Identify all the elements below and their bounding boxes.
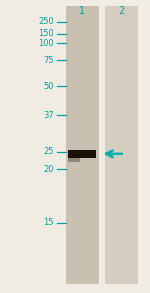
Text: 50: 50 (44, 82, 54, 91)
Text: 37: 37 (43, 111, 54, 120)
Text: 100: 100 (38, 39, 54, 48)
Bar (68, 158, 80, 162)
Text: 150: 150 (38, 29, 54, 38)
Text: 2: 2 (118, 6, 125, 16)
Bar (68, 150, 96, 158)
Text: 20: 20 (44, 165, 54, 174)
Text: 25: 25 (44, 147, 54, 156)
Bar (66, 6, 99, 284)
Text: 1: 1 (79, 6, 85, 16)
Text: 75: 75 (43, 56, 54, 64)
Text: 15: 15 (44, 218, 54, 227)
Text: 250: 250 (38, 18, 54, 26)
Bar (105, 6, 138, 284)
